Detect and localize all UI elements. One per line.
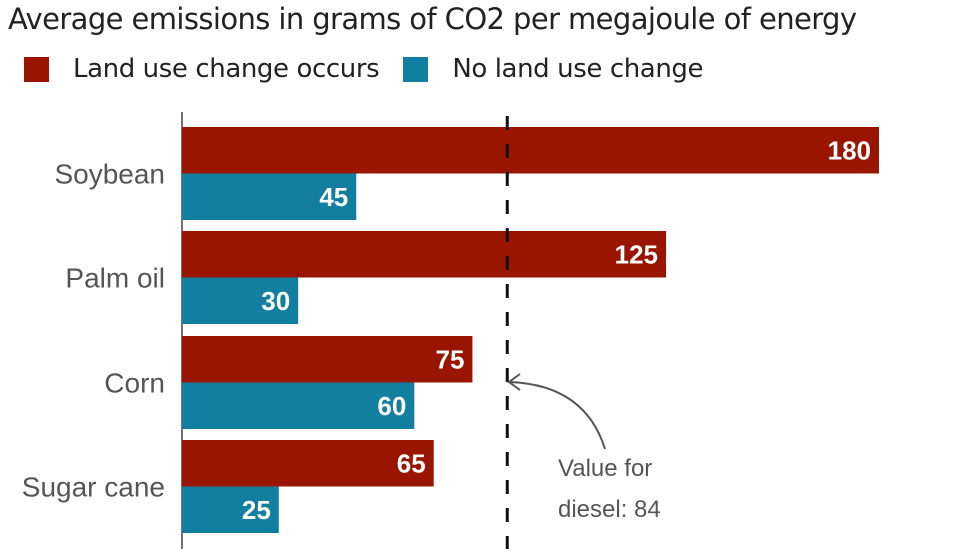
data-label: 180	[828, 135, 871, 165]
category-label: Corn	[104, 368, 165, 399]
annotation-arrow	[509, 381, 606, 450]
bar	[182, 127, 879, 174]
annotation-label-line1: Value for	[558, 455, 652, 482]
legend-label-no-land-use-change: No land use change	[452, 54, 704, 84]
arrowhead-icon	[507, 373, 521, 391]
bar	[182, 277, 299, 324]
data-label: 65	[397, 448, 426, 478]
legend-label-land-use-change: Land use change occurs	[73, 54, 380, 84]
data-label: 125	[615, 239, 658, 269]
legend: Land use change occurs No land use chang…	[24, 54, 727, 84]
legend-swatch-land-use-change	[24, 56, 49, 82]
bar	[182, 486, 279, 533]
legend-item-land-use-change: Land use change occurs	[24, 54, 380, 84]
legend-item-no-land-use-change: No land use change	[403, 54, 704, 84]
category-label: Sugar cane	[22, 472, 165, 503]
data-label: 60	[377, 391, 406, 421]
category-label: Palm oil	[65, 263, 165, 294]
bar	[182, 440, 434, 487]
bar	[182, 336, 473, 383]
bar	[182, 231, 667, 278]
data-label: 30	[261, 286, 290, 316]
bar	[182, 173, 357, 220]
data-label: 25	[242, 495, 271, 525]
annotation-label-line2: diesel: 84	[558, 496, 661, 523]
data-label: 45	[319, 182, 348, 212]
bar	[182, 382, 415, 429]
data-label: 75	[435, 344, 464, 374]
category-label: Soybean	[54, 159, 165, 190]
chart-title: Average emissions in grams of CO2 per me…	[8, 2, 857, 36]
legend-swatch-no-land-use-change	[403, 56, 429, 82]
